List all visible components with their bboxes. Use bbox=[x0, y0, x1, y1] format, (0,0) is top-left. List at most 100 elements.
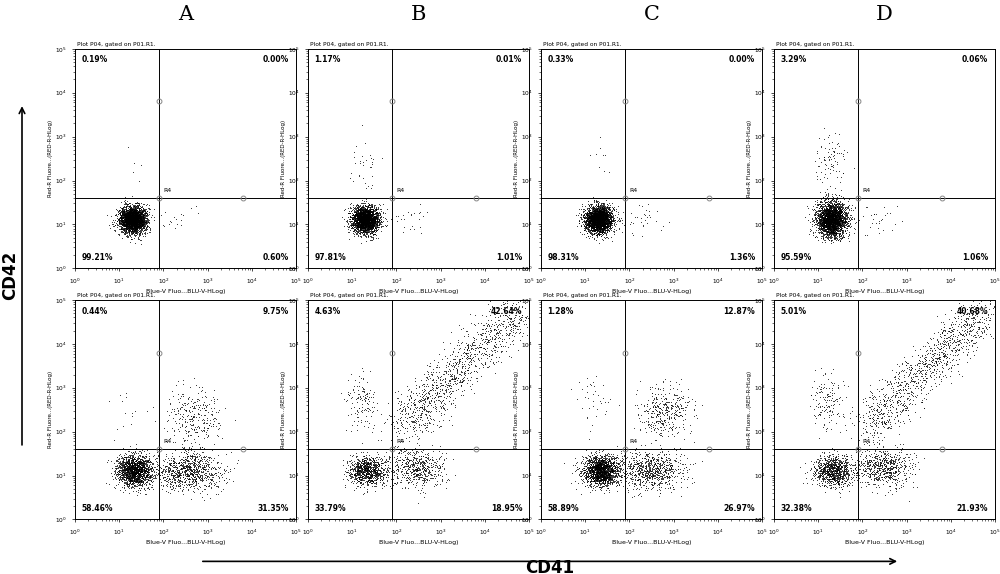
Point bbox=[119, 207, 135, 216]
Point bbox=[831, 411, 847, 420]
Point bbox=[836, 220, 852, 230]
Point bbox=[121, 447, 137, 456]
Point bbox=[117, 192, 133, 201]
Point bbox=[490, 333, 506, 342]
Point bbox=[583, 214, 599, 223]
Point bbox=[130, 222, 146, 231]
Point bbox=[857, 435, 873, 444]
Point bbox=[815, 223, 831, 232]
Point bbox=[820, 212, 836, 222]
Point bbox=[118, 218, 134, 227]
Point bbox=[874, 418, 890, 427]
Point bbox=[812, 201, 828, 211]
Point bbox=[824, 216, 840, 225]
Point bbox=[180, 448, 196, 457]
Point bbox=[122, 212, 138, 222]
Point bbox=[356, 215, 372, 224]
Point bbox=[645, 402, 661, 412]
Point bbox=[416, 406, 432, 415]
Point bbox=[461, 360, 477, 370]
Point bbox=[418, 410, 434, 420]
Point bbox=[588, 461, 604, 471]
Point bbox=[193, 386, 209, 395]
Point bbox=[357, 463, 373, 472]
Point bbox=[599, 480, 615, 489]
Point bbox=[595, 208, 611, 217]
Point bbox=[986, 302, 1000, 311]
Point bbox=[650, 449, 666, 458]
Point bbox=[947, 308, 963, 317]
Point bbox=[817, 211, 833, 220]
Point bbox=[951, 345, 967, 354]
Point bbox=[115, 212, 131, 221]
Point bbox=[350, 222, 366, 231]
Point bbox=[142, 474, 158, 483]
Point bbox=[122, 211, 138, 220]
Point bbox=[120, 459, 136, 468]
Point bbox=[596, 215, 612, 224]
Point bbox=[599, 479, 615, 488]
Point bbox=[585, 225, 601, 234]
Point bbox=[135, 204, 151, 214]
Point bbox=[822, 459, 838, 468]
Point bbox=[360, 211, 376, 220]
Point bbox=[125, 214, 141, 223]
Point bbox=[357, 220, 373, 229]
Point bbox=[392, 444, 408, 453]
Point bbox=[349, 461, 365, 471]
Point bbox=[596, 475, 612, 484]
Point bbox=[349, 213, 365, 222]
Point bbox=[824, 221, 840, 230]
Point bbox=[810, 219, 826, 228]
Point bbox=[590, 197, 606, 206]
Point bbox=[825, 212, 841, 221]
Point bbox=[827, 484, 843, 493]
Point bbox=[589, 459, 605, 468]
Point bbox=[355, 212, 371, 221]
Point bbox=[606, 202, 622, 211]
Point bbox=[129, 222, 145, 231]
Point bbox=[597, 218, 613, 227]
Point bbox=[804, 216, 820, 225]
Point bbox=[593, 211, 609, 220]
Point bbox=[353, 218, 369, 227]
Point bbox=[821, 223, 837, 232]
Point bbox=[590, 215, 606, 224]
Point bbox=[126, 223, 142, 232]
Point bbox=[127, 214, 143, 223]
Point bbox=[364, 220, 380, 229]
Point bbox=[819, 214, 835, 223]
Point bbox=[468, 373, 484, 382]
Point bbox=[390, 398, 406, 408]
Point bbox=[128, 217, 144, 226]
Point bbox=[653, 422, 669, 432]
Point bbox=[356, 230, 372, 239]
Point bbox=[876, 400, 892, 409]
Point bbox=[587, 208, 603, 218]
Point bbox=[596, 472, 612, 482]
Point bbox=[353, 220, 369, 229]
Point bbox=[451, 354, 467, 363]
Point bbox=[820, 459, 836, 468]
Point bbox=[112, 208, 128, 217]
Point bbox=[127, 216, 143, 225]
Point bbox=[357, 201, 373, 210]
Point bbox=[396, 468, 412, 478]
Point bbox=[115, 460, 131, 470]
Point bbox=[592, 456, 608, 466]
Point bbox=[598, 461, 614, 471]
Point bbox=[580, 471, 596, 480]
Point bbox=[127, 225, 143, 234]
Point bbox=[357, 405, 373, 414]
Point bbox=[347, 218, 363, 227]
Point bbox=[591, 215, 607, 224]
Point bbox=[423, 395, 439, 405]
Point bbox=[836, 214, 852, 223]
Point bbox=[890, 474, 906, 483]
Point bbox=[372, 209, 388, 218]
Point bbox=[827, 216, 843, 226]
Point bbox=[823, 424, 839, 433]
Point bbox=[415, 467, 431, 476]
Point bbox=[118, 225, 134, 234]
Point bbox=[131, 217, 147, 226]
